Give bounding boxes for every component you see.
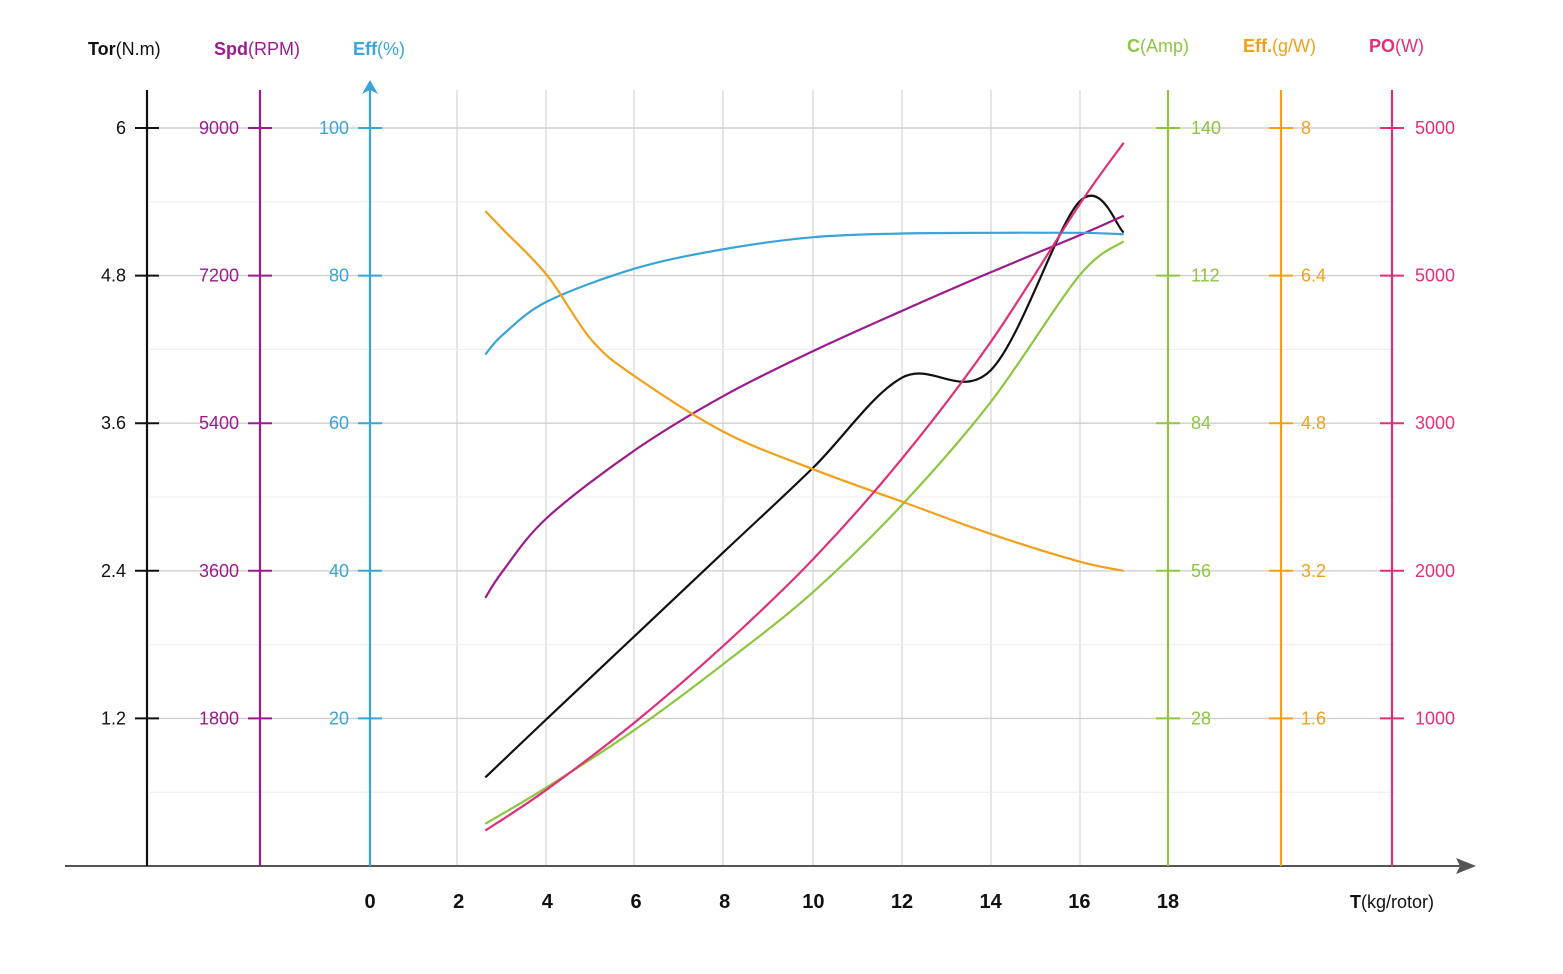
y-tick-label: 3.6	[101, 413, 126, 433]
y-tick-label: 56	[1191, 561, 1211, 581]
y-tick-label: 84	[1191, 413, 1211, 433]
grid	[150, 90, 1395, 866]
data-series	[484, 142, 1125, 832]
y-tick-label: 1.2	[101, 708, 126, 728]
y-axis-po: PO(W) 1000 2000 3000 5000 5000	[1369, 36, 1455, 866]
y-axis-cur: C(Amp) 28 56 84 112 140	[1127, 36, 1221, 866]
x-tick-label: 10	[802, 891, 824, 913]
y-tick-label: 3000	[1415, 413, 1455, 433]
x-tick-label: 14	[980, 891, 1003, 913]
y-axis-label: Eff.(g/W)	[1243, 36, 1316, 56]
y-axis-label: Tor(N.m)	[88, 39, 161, 59]
series-line-eff	[484, 231, 1124, 356]
y-axis-label-name: Spd	[214, 39, 248, 59]
x-axis-label: T(kg/rotor)	[1350, 892, 1434, 912]
series-line-spd	[484, 214, 1125, 599]
y-axis-effg: Eff.(g/W) 1.6 3.2 4.8 6.4 8	[1243, 36, 1326, 866]
x-tick-label: 0	[364, 891, 375, 913]
y-axis-spd: Spd(RPM) 1800 3600 5400 7200 9000	[199, 39, 300, 866]
x-tick-label: 2	[453, 891, 464, 913]
y-tick-label: 9000	[199, 118, 239, 138]
y-tick-label: 20	[329, 708, 349, 728]
y-axis-label-name: C	[1127, 36, 1140, 56]
y-tick-label: 1.6	[1301, 708, 1326, 728]
y-tick-label: 2000	[1415, 561, 1455, 581]
y-tick-label: 5000	[1415, 118, 1455, 138]
y-tick-label: 5400	[199, 413, 239, 433]
x-axis-label-name: T	[1350, 892, 1361, 912]
x-tick-label: 8	[719, 891, 730, 913]
y-tick-label: 4.8	[101, 266, 126, 286]
y-tick-label: 1000	[1415, 708, 1455, 728]
y-tick-label: 40	[329, 561, 349, 581]
y-axis-label-unit: (%)	[377, 39, 405, 59]
y-tick-label: 3.2	[1301, 561, 1326, 581]
x-tick-label: 6	[630, 891, 641, 913]
y-axis-label-name: Eff	[353, 39, 378, 59]
y-tick-label: 6	[116, 118, 126, 138]
series-line-tor	[484, 194, 1125, 779]
y-axis-label: C(Amp)	[1127, 36, 1189, 56]
y-tick-label: 7200	[199, 266, 239, 286]
series-line-cur	[484, 240, 1125, 825]
x-tick-label: 18	[1157, 891, 1179, 913]
y-axis-label: Eff(%)	[353, 39, 405, 59]
y-axis-label-name: PO	[1369, 36, 1395, 56]
y-axis-arrow	[362, 80, 378, 94]
x-tick-label: 4	[542, 891, 554, 913]
y-axis-label-name: Tor	[88, 39, 116, 59]
y-axis-label-unit: (g/W)	[1272, 36, 1316, 56]
y-axis-tor: Tor(N.m) 1.2 2.4 3.6 4.8 6	[88, 39, 161, 866]
y-axis-label: PO(W)	[1369, 36, 1424, 56]
x-tick-label: 16	[1068, 891, 1090, 913]
series-line-effg	[484, 210, 1124, 572]
y-tick-label: 28	[1191, 708, 1211, 728]
y-tick-label: 140	[1191, 118, 1221, 138]
x-axis: 0 2 4 6 8 10 12 14 16 18 T(kg/rotor)	[65, 858, 1476, 913]
y-tick-label: 2.4	[101, 561, 126, 581]
y-tick-label: 60	[329, 413, 349, 433]
y-tick-label: 1800	[199, 708, 239, 728]
x-axis-arrow	[1456, 858, 1476, 874]
x-axis-label-unit: (kg/rotor)	[1361, 892, 1434, 912]
y-tick-label: 80	[329, 266, 349, 286]
y-tick-label: 5000	[1415, 266, 1455, 286]
y-tick-label: 112	[1191, 266, 1220, 286]
y-axis-eff: Eff(%) 20 40 60 80 100	[319, 39, 405, 866]
y-tick-label: 4.8	[1301, 413, 1326, 433]
y-axis-label-unit: (RPM)	[248, 39, 300, 59]
y-axis-label-unit: (N.m)	[116, 39, 161, 59]
y-axis-label-unit: (W)	[1395, 36, 1424, 56]
y-tick-label: 3600	[199, 561, 239, 581]
y-tick-label: 6.4	[1301, 266, 1326, 286]
y-tick-label: 8	[1301, 118, 1311, 138]
y-axis-label: Spd(RPM)	[214, 39, 300, 59]
y-tick-label: 100	[319, 118, 349, 138]
y-axis-label-name: Eff.	[1243, 36, 1272, 56]
y-axes: Tor(N.m) 1.2 2.4 3.6 4.8 6 Spd(RPM) 1800 3600 540…	[88, 36, 1455, 866]
series-line-po	[484, 142, 1125, 832]
y-axis-label-unit: (Amp)	[1140, 36, 1189, 56]
x-tick-label: 12	[891, 891, 913, 913]
